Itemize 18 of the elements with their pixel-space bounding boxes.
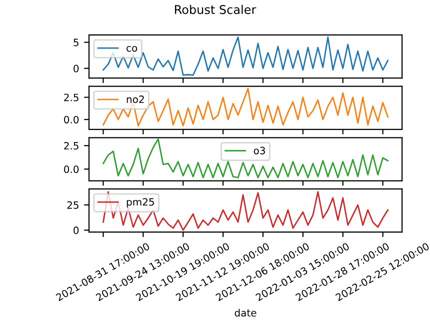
- y-tick-label: 0.0: [64, 116, 79, 124]
- y-tick-label: 2.5: [64, 142, 78, 150]
- y-tick-label: 25: [67, 201, 78, 209]
- line-series: [102, 138, 389, 178]
- chart-title: Robust Scaler: [175, 4, 256, 14]
- y-tick-label: 0.0: [64, 165, 79, 174]
- line-series: [102, 88, 389, 126]
- legend-label: pm25: [126, 198, 154, 208]
- legend-label: co: [126, 46, 138, 52]
- y-tick-label: 5: [74, 38, 78, 46]
- y-tick-label: 2.5: [64, 94, 78, 102]
- y-tick-label: 0: [74, 226, 79, 234]
- x-axis-title: date: [234, 308, 256, 317]
- line-series: [102, 36, 389, 76]
- legend-label: o3: [254, 146, 265, 154]
- legend-label: no2: [126, 95, 144, 104]
- line-series: [102, 191, 389, 231]
- y-tick-label: 0: [74, 64, 79, 72]
